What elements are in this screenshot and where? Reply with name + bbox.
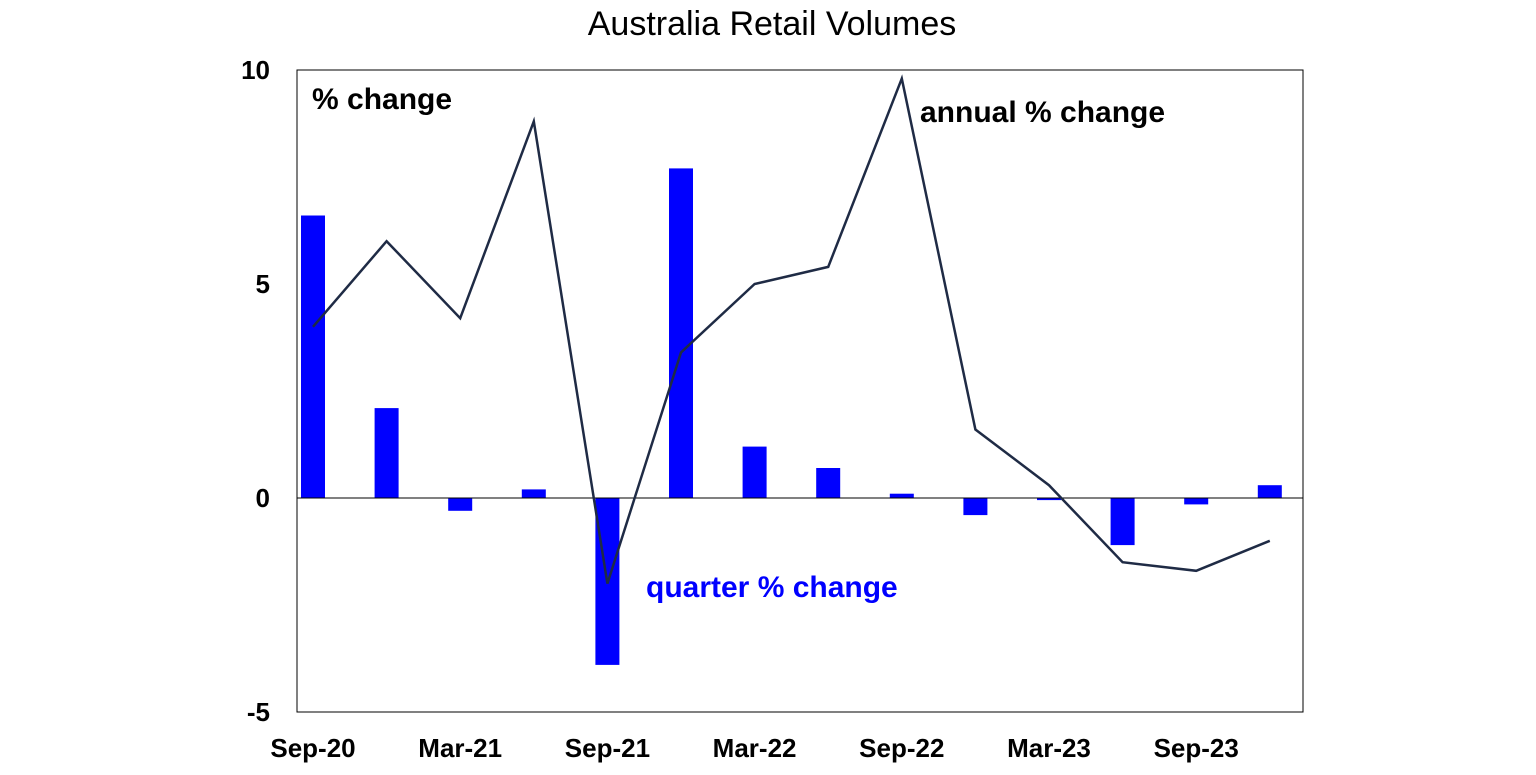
y-axis: 10 5 0 -5 [241, 55, 270, 727]
bar-Dec-20 [374, 408, 399, 498]
bar-Mar-23 [1037, 498, 1061, 501]
y-unit-label: % change [312, 83, 452, 116]
x-tick-label: Sep-21 [565, 733, 650, 763]
x-tick-label: Sep-22 [859, 733, 944, 763]
chart-title: Australia Retail Volumes [588, 5, 957, 43]
bar-Jun-21 [521, 489, 546, 498]
bar-Jun-22 [816, 468, 841, 498]
x-axis: Sep-20 Mar-21 Sep-21 Mar-22 Sep-22 Mar-23 Sep-… [270, 733, 1238, 763]
plot-area [296, 69, 1304, 713]
bar-Mar-21 [448, 498, 473, 511]
bar-Sep-20 [301, 215, 325, 498]
bar-Sep-22 [889, 493, 914, 498]
y-tick-label: 0 [256, 483, 270, 513]
y-tick-label: 5 [256, 269, 270, 299]
bar-Jun-23 [1110, 498, 1135, 546]
bar-Dec-21 [669, 168, 693, 498]
bars-layer [301, 168, 1282, 665]
annual-change-label: annual % change [920, 96, 1165, 129]
annual-change-line [312, 74, 1271, 584]
x-tick-label: Mar-22 [713, 733, 797, 763]
x-tick-label: Mar-21 [418, 733, 502, 763]
bar-Dec-22 [963, 498, 988, 516]
quarter-change-label: quarter % change [646, 571, 898, 604]
y-tick-label: 10 [241, 55, 270, 85]
bar-Dec-23 [1257, 485, 1282, 498]
y-tick-label: -5 [247, 697, 270, 727]
x-tick-label: Sep-20 [270, 733, 355, 763]
x-tick-label: Sep-23 [1154, 733, 1239, 763]
bar-Mar-22 [742, 446, 767, 498]
x-tick-label: Mar-23 [1007, 733, 1091, 763]
bar-Sep-23 [1184, 498, 1209, 505]
